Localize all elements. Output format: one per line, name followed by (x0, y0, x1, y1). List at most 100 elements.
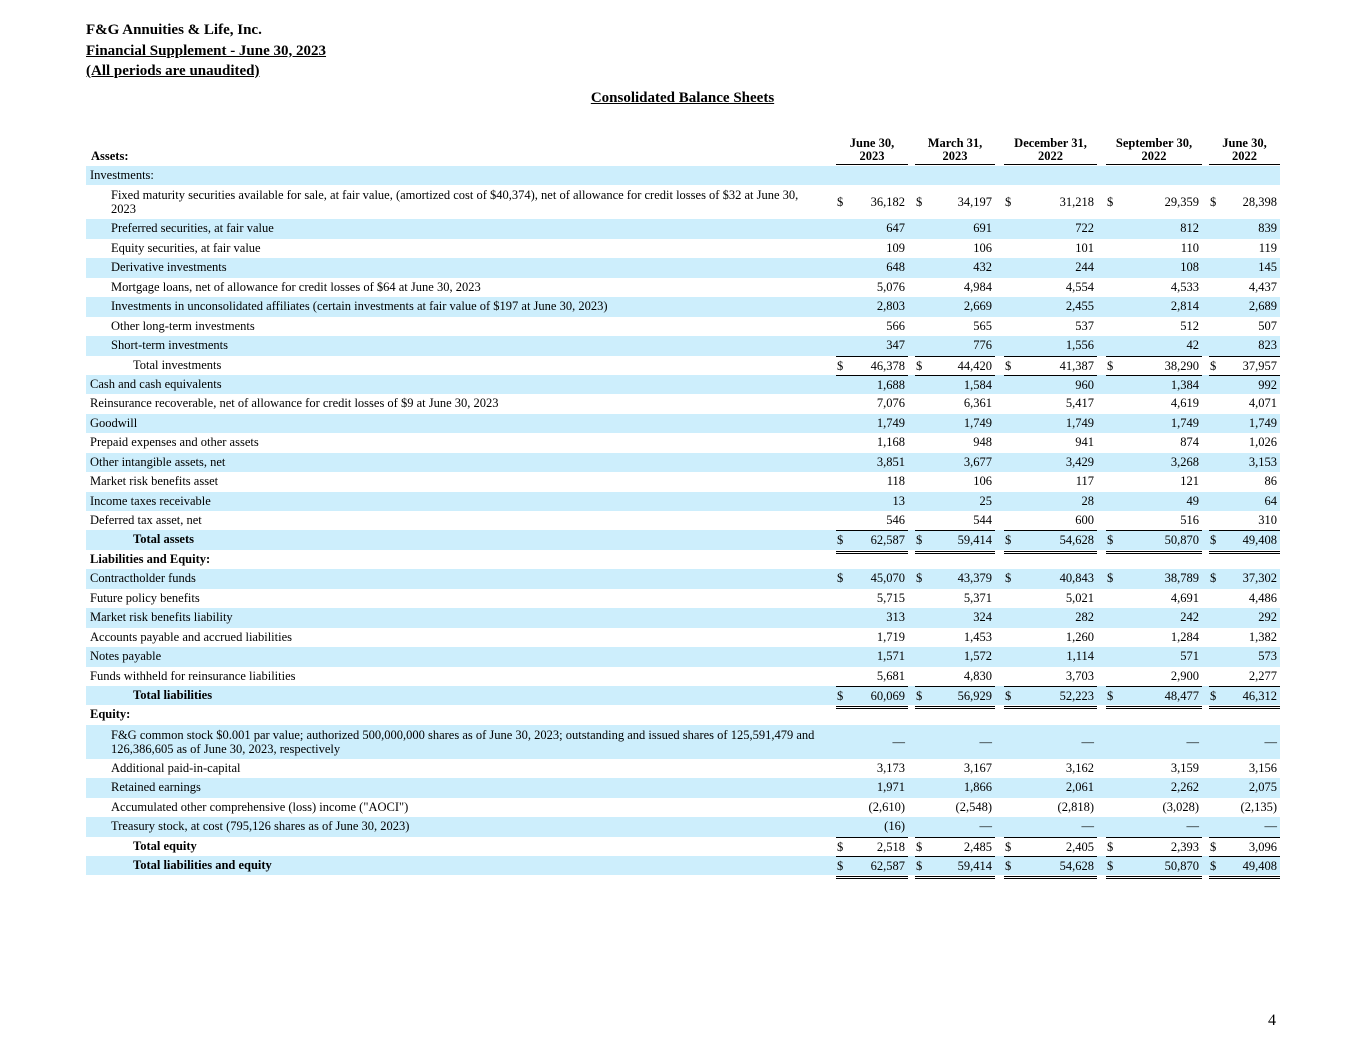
table-cell (836, 705, 908, 724)
cell-value: 1,719 (876, 629, 905, 644)
table-cell: 823 (1209, 336, 1280, 355)
cell-value: (16) (884, 819, 905, 834)
cell-value: 46,312 (1242, 688, 1277, 703)
table-cell: $3,096 (1209, 836, 1280, 857)
cell-value: 1,749 (1170, 415, 1199, 430)
table-cell: 2,689 (1209, 297, 1280, 316)
row-label: Liabilities and Equity: (90, 551, 211, 566)
cell-value: 5,417 (1065, 396, 1094, 411)
column-header-period: June 30, (1222, 136, 1267, 150)
currency-symbol: $ (1107, 859, 1114, 873)
cell-value: 43,379 (957, 571, 992, 586)
cell-value: 2,814 (1170, 299, 1199, 314)
currency-symbol: $ (837, 859, 844, 873)
cell-value: 2,061 (1065, 780, 1094, 795)
table-cell: 812 (1106, 219, 1202, 238)
table-cell: 546 (836, 511, 908, 530)
cell-value: 25 (979, 493, 993, 508)
cell-value: 110 (1180, 240, 1199, 255)
cell-value: 2,900 (1170, 668, 1199, 683)
cell-value: — (979, 734, 993, 749)
table-cell: 106 (915, 472, 995, 491)
table-cell: 3,162 (1004, 759, 1097, 778)
table-cell: 86 (1209, 472, 1280, 491)
table-cell: 1,719 (836, 628, 908, 647)
row-label: Prepaid expenses and other assets (90, 435, 259, 450)
column-header: March 31, 2023 (915, 137, 995, 165)
cell-value: 1,749 (963, 415, 992, 430)
table-cell: 49 (1106, 492, 1202, 511)
table-cell: $50,870 (1106, 856, 1202, 880)
cell-value: 36,182 (870, 195, 905, 210)
cell-value: 3,167 (963, 760, 992, 775)
assets-heading: Assets: (91, 149, 129, 163)
cell-value: 42 (1186, 338, 1200, 353)
table-cell (1004, 705, 1097, 724)
table-cell: 4,437 (1209, 278, 1280, 297)
table-cell: 1,749 (915, 414, 995, 433)
table-cell: 776 (915, 336, 995, 355)
cell-value: 1,572 (963, 649, 992, 664)
currency-symbol: $ (1210, 688, 1217, 703)
table-cell: $45,070 (836, 569, 908, 588)
currency-symbol: $ (1107, 195, 1114, 210)
table-cell: 2,277 (1209, 667, 1280, 686)
currency-symbol: $ (916, 859, 923, 873)
table-cell: 507 (1209, 317, 1280, 336)
cell-value: 537 (1075, 318, 1094, 333)
table-cell: — (1209, 817, 1280, 836)
cell-value: 49 (1186, 493, 1200, 508)
table-cell: 3,268 (1106, 453, 1202, 472)
table-row: Retained earnings 1,971 1,866 2,061 2,262 2,0… (86, 778, 1280, 798)
cell-value: 722 (1075, 221, 1094, 236)
currency-symbol: $ (1210, 571, 1217, 586)
cell-value: 310 (1258, 513, 1277, 527)
cell-value: 145 (1258, 260, 1277, 275)
table-cell: 1,453 (915, 628, 995, 647)
cell-value: 948 (973, 435, 992, 450)
cell-value: 347 (886, 338, 905, 353)
table-row: Notes payable 1,571 1,572 1,114 571 573 (86, 647, 1280, 667)
table-cell (1004, 550, 1097, 569)
cell-value: 2,485 (963, 839, 992, 854)
table-cell: 544 (915, 511, 995, 530)
table-cell: — (836, 725, 908, 759)
cell-value: 117 (1075, 474, 1094, 489)
row-label: Total liabilities and equity (133, 858, 272, 872)
table-cell: $37,957 (1209, 355, 1280, 376)
table-row: Total investments $46,378 $44,420 $41,387 $3… (86, 355, 1280, 376)
table-cell: 1,382 (1209, 628, 1280, 647)
cell-value: 3,096 (1248, 839, 1277, 854)
cell-value: (3,028) (1162, 799, 1199, 814)
table-cell: $2,518 (836, 836, 908, 857)
cell-value: 565 (973, 318, 992, 333)
table-row: Cash and cash equivalents 1,688 1,584 960 1,… (86, 374, 1280, 395)
row-label: Total liabilities (133, 687, 213, 702)
table-cell: $62,587 (836, 856, 908, 880)
table-row: Total liabilities and equity $62,587 $59,4… (86, 856, 1280, 880)
table-row: Derivative investments 648 432 244 108 145 (86, 258, 1280, 278)
table-cell: $29,359 (1106, 185, 1202, 219)
cell-value: 313 (886, 610, 905, 625)
cell-value: 106 (973, 474, 992, 489)
column-header-period: December 31, (1014, 136, 1087, 150)
table-cell: $56,929 (915, 685, 995, 710)
cell-value: 432 (973, 260, 992, 275)
cell-value: 1,571 (876, 649, 905, 664)
table-cell: 960 (1004, 374, 1097, 395)
table-cell: 992 (1209, 374, 1280, 395)
cell-value: 86 (1264, 474, 1278, 489)
table-cell: 3,156 (1209, 759, 1280, 778)
row-label: Preferred securities, at fair value (111, 221, 274, 236)
cell-value: 2,669 (963, 299, 992, 314)
cell-value: 4,486 (1248, 590, 1277, 605)
table-cell: 1,572 (915, 647, 995, 666)
table-cell: 2,455 (1004, 297, 1097, 316)
cell-value: 46,378 (870, 358, 905, 373)
currency-symbol: $ (1107, 571, 1114, 586)
table-cell: $50,870 (1106, 530, 1202, 554)
table-cell: 4,071 (1209, 394, 1280, 413)
table-cell: 565 (915, 317, 995, 336)
cell-value: 244 (1075, 260, 1094, 275)
table-cell: 691 (915, 219, 995, 238)
